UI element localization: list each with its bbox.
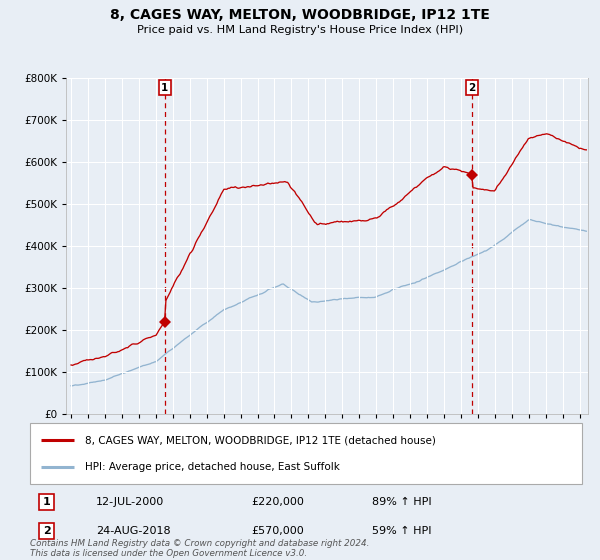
Text: 2: 2 (43, 526, 50, 536)
Text: £570,000: £570,000 (251, 526, 304, 536)
Text: 12-JUL-2000: 12-JUL-2000 (96, 497, 164, 507)
Text: £220,000: £220,000 (251, 497, 304, 507)
Text: 8, CAGES WAY, MELTON, WOODBRIDGE, IP12 1TE (detached house): 8, CAGES WAY, MELTON, WOODBRIDGE, IP12 1… (85, 435, 436, 445)
Text: HPI: Average price, detached house, East Suffolk: HPI: Average price, detached house, East… (85, 462, 340, 472)
Text: 24-AUG-2018: 24-AUG-2018 (96, 526, 171, 536)
Text: Contains HM Land Registry data © Crown copyright and database right 2024.: Contains HM Land Registry data © Crown c… (30, 539, 370, 548)
Text: 1: 1 (161, 83, 169, 92)
Text: This data is licensed under the Open Government Licence v3.0.: This data is licensed under the Open Gov… (30, 549, 307, 558)
Text: Price paid vs. HM Land Registry's House Price Index (HPI): Price paid vs. HM Land Registry's House … (137, 25, 463, 35)
Text: 2: 2 (468, 83, 475, 92)
Text: 59% ↑ HPI: 59% ↑ HPI (372, 526, 432, 536)
FancyBboxPatch shape (30, 423, 582, 484)
Text: 8, CAGES WAY, MELTON, WOODBRIDGE, IP12 1TE: 8, CAGES WAY, MELTON, WOODBRIDGE, IP12 1… (110, 8, 490, 22)
Text: 1: 1 (43, 497, 50, 507)
Text: 89% ↑ HPI: 89% ↑ HPI (372, 497, 432, 507)
